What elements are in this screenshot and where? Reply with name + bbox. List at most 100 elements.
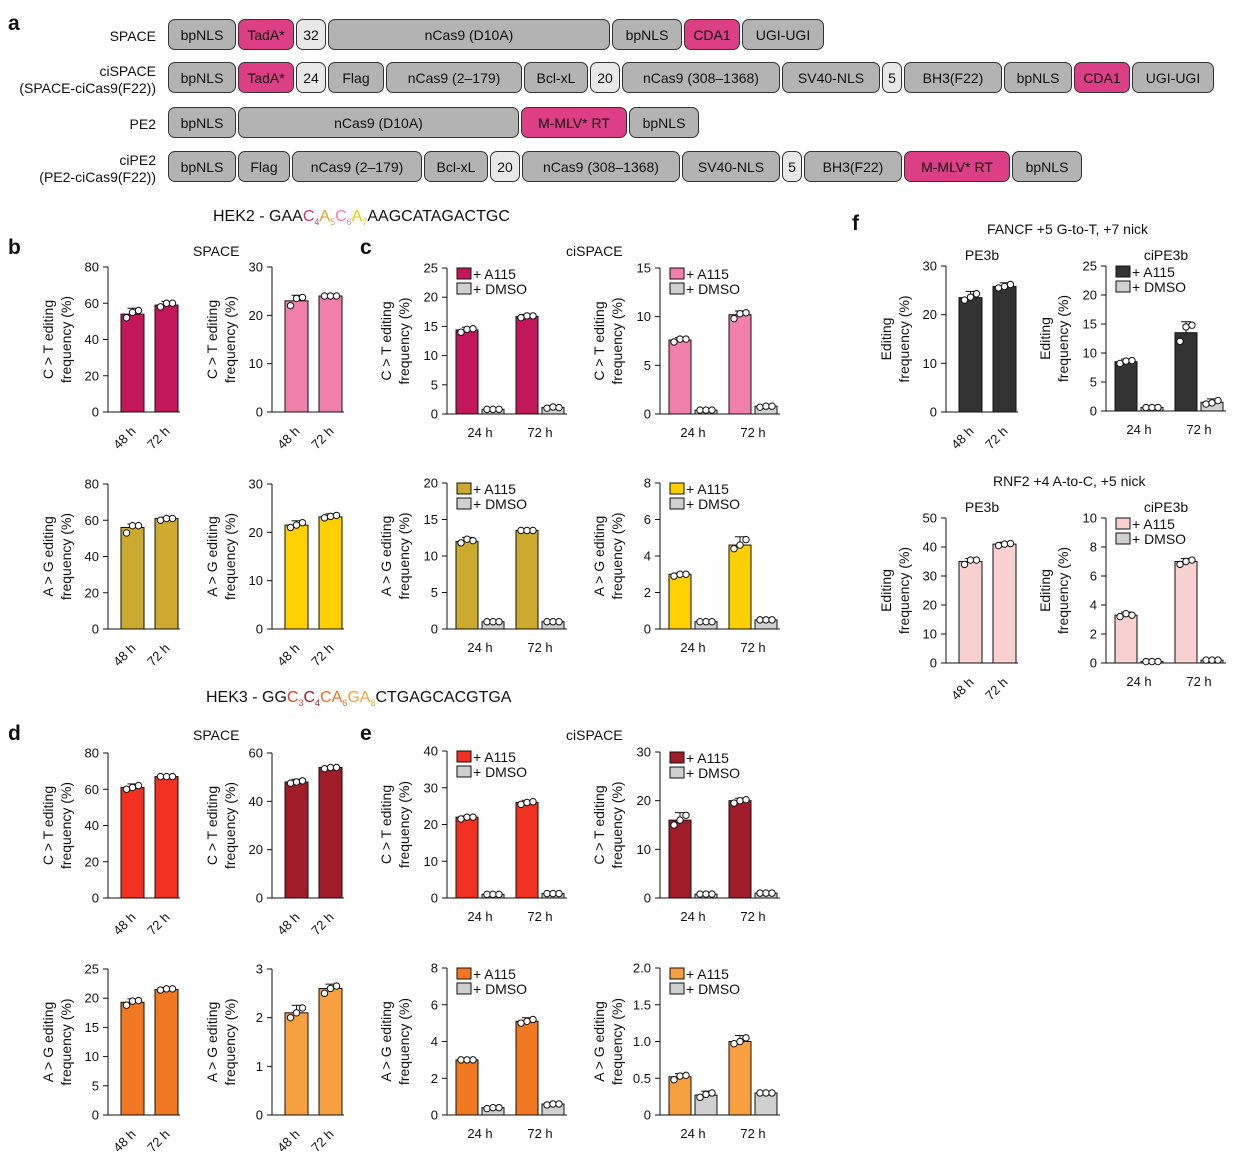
data-point (742, 309, 750, 317)
y-axis-label: frequency (%) (58, 513, 74, 600)
data-point (1006, 539, 1015, 548)
bar (318, 516, 343, 630)
edited-base: C6 (335, 208, 352, 228)
data-point (549, 889, 557, 898)
x-tick-label: 24 h (467, 640, 492, 655)
data-point (708, 406, 716, 414)
data-point (670, 821, 678, 829)
data-point (529, 312, 537, 320)
hek3-sequence: HEK3 - GGC3C4CA6GA8CTGAGCACGTGA (206, 689, 511, 708)
y-axis-label: frequency (%) (58, 782, 74, 869)
data-point (298, 293, 307, 302)
bar (728, 1041, 752, 1116)
x-tick-label: 24 h (467, 909, 492, 924)
y-tick-label: 40 (85, 549, 99, 564)
legend-swatch (669, 267, 685, 280)
y-tick-label: 10 (249, 356, 263, 371)
y-tick-label: 0 (431, 622, 438, 637)
y-tick-label: 6 (1090, 569, 1097, 584)
data-point (122, 529, 131, 537)
y-tick-label: 8 (644, 476, 651, 491)
y-tick-label: 0 (644, 1108, 651, 1123)
data-point (543, 404, 551, 412)
y-tick-label: 4 (431, 1034, 438, 1049)
data-point (555, 403, 563, 412)
data-point (1148, 657, 1156, 666)
panel-letter-d: d (8, 722, 21, 745)
data-point (523, 312, 531, 320)
x-tick-label: 72 h (982, 424, 1011, 453)
legend-swatch (669, 497, 685, 510)
data-point (469, 325, 477, 333)
y-tick-label: 10 (424, 854, 438, 869)
data-point (730, 1040, 738, 1048)
y-axis-label: frequency (%) (609, 297, 625, 384)
bar (154, 776, 179, 899)
y-tick-label: 10 (637, 309, 651, 324)
y-tick-label: 20 (249, 842, 263, 857)
y-tick-label: 10 (1083, 346, 1097, 361)
y-tick-label: 0 (92, 1108, 99, 1123)
edited-base: GA8 (347, 689, 376, 709)
y-axis-label: C > T editing (204, 786, 220, 865)
data-point (670, 338, 678, 346)
data-point (1202, 656, 1210, 664)
data-point (517, 313, 525, 322)
data-point (543, 618, 551, 626)
construct-domain: BH3(F22) (804, 151, 902, 182)
x-tick-label: 24 h (680, 425, 705, 440)
y-tick-label: 1 (256, 1059, 263, 1074)
bar (120, 1001, 145, 1116)
x-tick-label: 72 h (144, 1127, 173, 1156)
y-axis-label: frequency (%) (609, 512, 625, 599)
construct-domain: CDA1 (684, 19, 740, 50)
legend-label: + A115 (473, 966, 516, 982)
data-point (483, 890, 491, 899)
y-tick-label: 4 (644, 549, 651, 564)
construct-domain: bpNLS (1004, 62, 1072, 93)
data-point (523, 526, 531, 535)
construct-domain: nCas9 (D10A) (238, 107, 519, 138)
x-tick-label: 48 h (274, 424, 303, 453)
construct-domain: nCas9 (D10A) (328, 19, 610, 50)
y-tick-label: 2 (256, 1010, 263, 1025)
data-point (768, 616, 776, 624)
data-point (457, 1056, 465, 1064)
legend-swatch (1115, 517, 1131, 530)
y-axis-label: frequency (%) (896, 547, 912, 634)
y-tick-label: 0 (256, 891, 263, 906)
panel-letter-e: e (360, 722, 372, 745)
data-point (134, 521, 143, 530)
y-tick-label: 30 (923, 259, 937, 274)
construct-domain: nCas9 (308–1368) (622, 62, 780, 93)
bar (154, 988, 179, 1116)
y-axis-label: frequency (%) (396, 781, 412, 868)
construct-domain: Flag (328, 62, 384, 93)
legend-swatch (456, 282, 472, 295)
panel-b-title: SPACE (193, 243, 240, 259)
legend-swatch (456, 967, 472, 980)
data-point (960, 560, 969, 569)
data-point (702, 1090, 710, 1099)
data-point (762, 889, 770, 897)
construct-domain: nCas9 (2–179) (386, 62, 522, 93)
x-tick-label: 72 h (740, 1126, 765, 1141)
y-tick-label: 40 (424, 744, 438, 759)
construct-domain: nCas9 (308–1368) (522, 151, 680, 182)
x-tick-label: 48 h (110, 641, 139, 670)
data-point (1188, 556, 1196, 564)
y-tick-label: 60 (249, 746, 263, 761)
y-axis-label: A > G editing (204, 516, 220, 597)
y-axis-label: C > T editing (40, 786, 56, 865)
data-point (122, 314, 131, 322)
data-point (489, 890, 497, 899)
legend-label: + DMSO (473, 281, 527, 297)
x-tick-label: 72 h (144, 641, 173, 670)
y-axis-label: C > T editing (40, 300, 56, 379)
data-point (682, 570, 690, 578)
data-point (1116, 612, 1124, 621)
data-point (994, 541, 1003, 550)
data-point (1128, 356, 1136, 365)
data-point (756, 1089, 764, 1097)
data-point (469, 536, 477, 545)
